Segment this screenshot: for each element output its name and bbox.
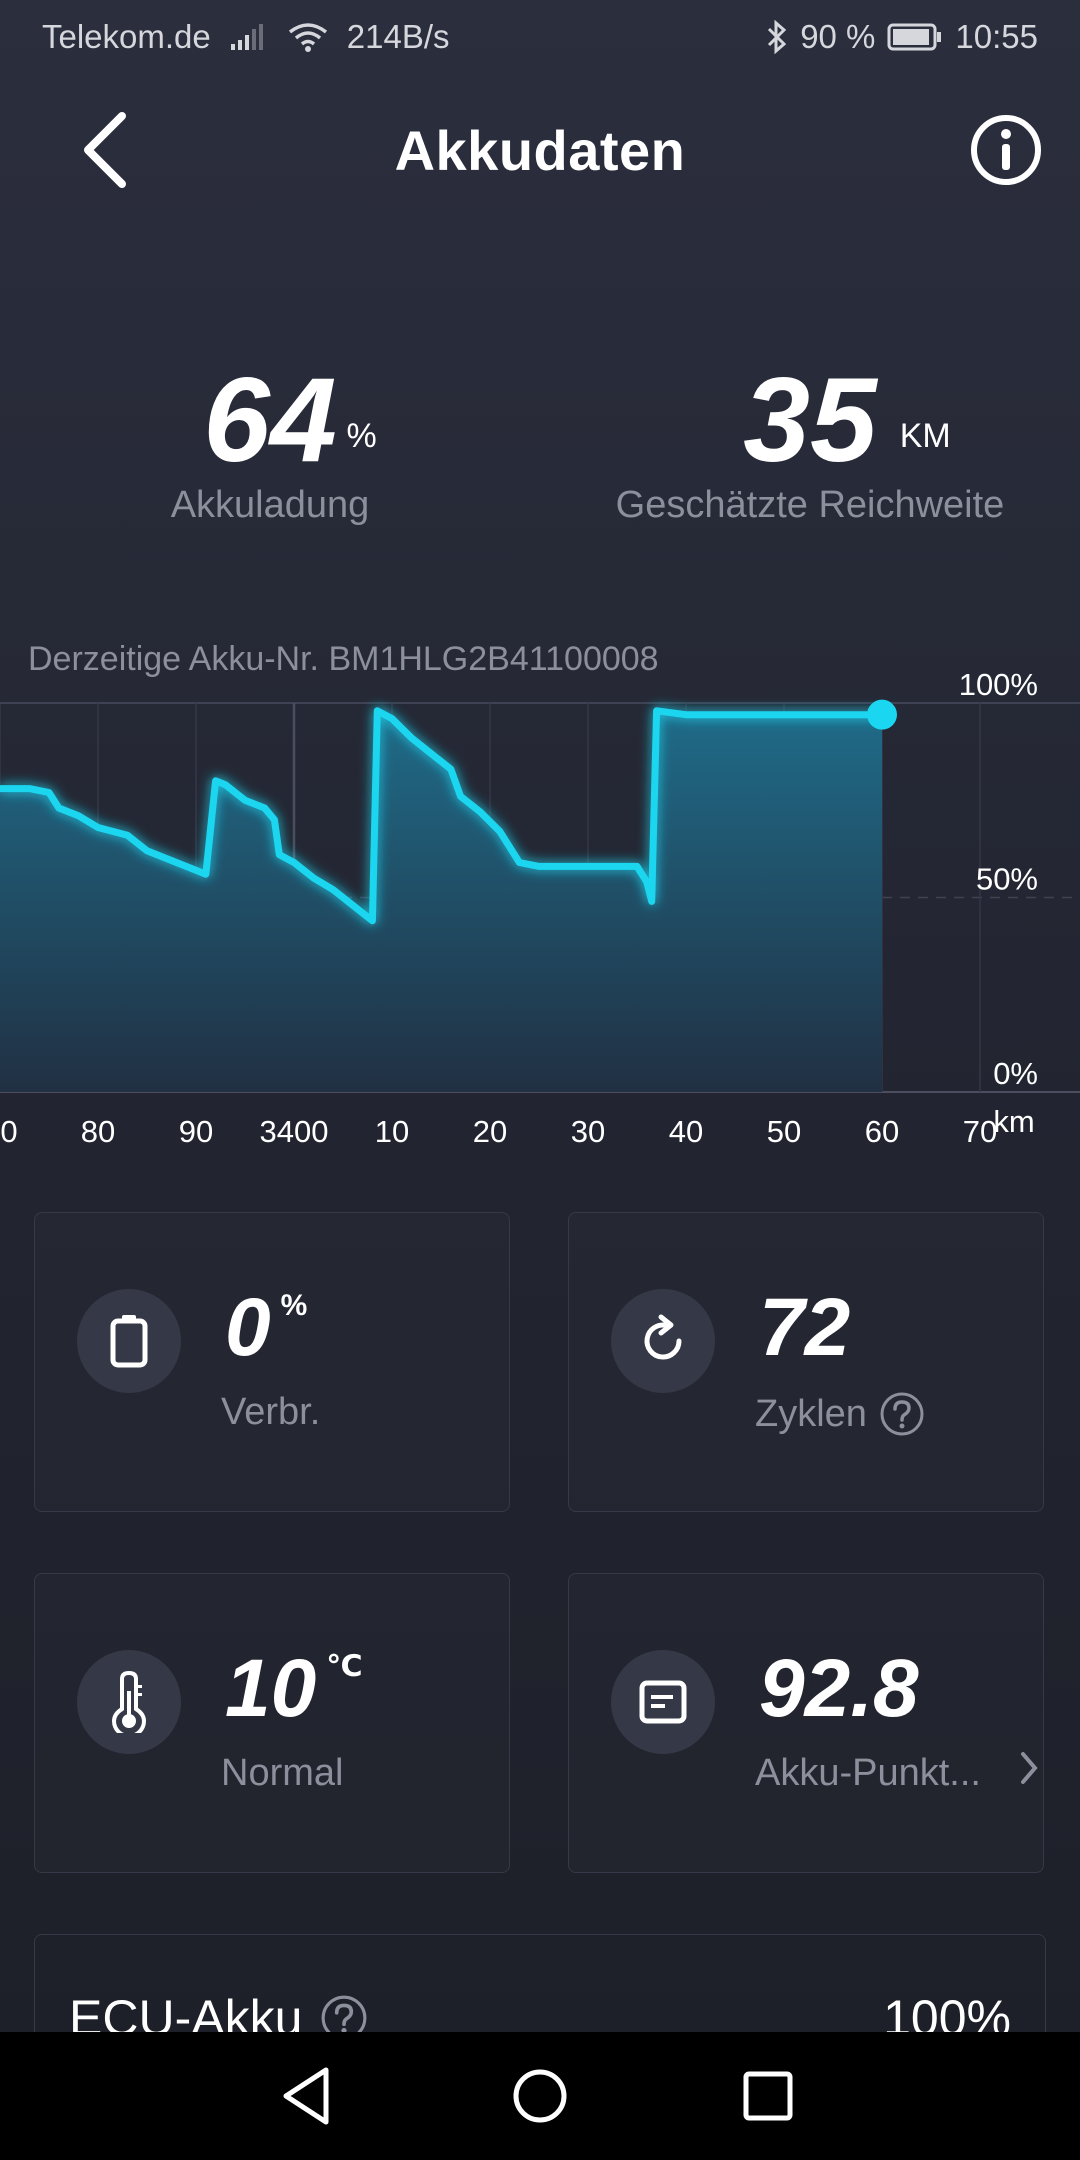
y-tick-label: 100% <box>959 667 1038 702</box>
consumption-label-text: Verbr. <box>221 1391 321 1433</box>
consumption-value: 0% <box>225 1283 307 1391</box>
document-icon <box>611 1650 715 1754</box>
chevron-right-icon <box>1021 1752 1038 1784</box>
cycles-label: Zyklen <box>755 1391 925 1437</box>
cycles-number: 72 <box>759 1282 851 1373</box>
chevron-left-icon <box>84 112 126 188</box>
score-value: 92.8 <box>759 1644 919 1734</box>
x-tick-label: 20 <box>473 1114 507 1149</box>
y-axis-labels: 100% 50% 0% <box>959 667 1038 1091</box>
battery-number: Derzeitige Akku-Nr. BM1HLG2B41100008 <box>28 640 659 678</box>
score-label: Akku-Punkt... <box>755 1752 981 1795</box>
range-label: Geschätzte Reichweite <box>615 484 1005 526</box>
x-tick-label: 70 <box>963 1114 997 1149</box>
x-tick-label: 40 <box>669 1114 703 1149</box>
info-icon <box>971 115 1041 185</box>
range-value-wrap: 35 KM <box>743 360 950 480</box>
range-value: 35 <box>743 353 877 487</box>
score-label-text: Akku-Punkt... <box>755 1752 981 1794</box>
battery-status-icon <box>887 23 943 51</box>
consumption-number: 0 <box>225 1282 271 1373</box>
question-circle-icon[interactable] <box>879 1391 925 1437</box>
battery-icon <box>77 1289 181 1393</box>
y-tick-label: 50% <box>976 862 1038 897</box>
back-button[interactable] <box>72 110 142 190</box>
y-tick-label: 0% <box>993 1056 1038 1091</box>
charge-label: Akkuladung <box>170 484 370 526</box>
status-right: 90 % 10:55 <box>766 18 1038 56</box>
refresh-icon <box>611 1289 715 1393</box>
nav-home-icon <box>513 2069 567 2123</box>
nav-recents-button[interactable] <box>730 2058 806 2134</box>
temperature-value: 10 ℃ <box>225 1644 363 1752</box>
charge-stat: 64 % Akkuladung <box>120 360 420 527</box>
temperature-number: 10 <box>225 1643 317 1734</box>
temperature-label: Normal <box>221 1752 343 1795</box>
nav-back-button[interactable] <box>270 2058 346 2134</box>
page-title: Akkudaten <box>394 119 686 182</box>
cycles-value: 72 <box>759 1283 850 1373</box>
nav-home-button[interactable] <box>502 2058 578 2134</box>
charge-value-wrap: 64 % <box>203 360 376 480</box>
x-tick-label: 50 <box>767 1114 801 1149</box>
temperature-card: 10 ℃ Normal <box>34 1573 510 1873</box>
range-stat: 35 KM Geschätzte Reichweite <box>590 360 1030 527</box>
signal-icon <box>229 22 269 52</box>
x-tick-label: 10 <box>375 1114 409 1149</box>
battery-score-card[interactable]: 92.8 Akku-Punkt... <box>568 1573 1044 1873</box>
consumption-card: 0% Verbr. <box>34 1212 510 1512</box>
x-tick-label: 0 <box>0 1114 17 1149</box>
thermometer-icon <box>77 1650 181 1754</box>
range-unit: KM <box>899 417 951 455</box>
temperature-unit: ℃ <box>326 1650 363 1683</box>
charge-value: 64 <box>203 353 337 487</box>
battery-percent: 90 % <box>800 18 876 55</box>
nav-recents-icon <box>743 2071 793 2121</box>
x-tick-label: 30 <box>571 1114 605 1149</box>
consumption-unit: % <box>280 1289 308 1322</box>
charge-area <box>0 710 882 1092</box>
network-speed: 214B/s <box>346 18 450 55</box>
x-tick-label: 60 <box>865 1114 899 1149</box>
x-tick-label: 3400 <box>260 1114 329 1149</box>
x-tick-label: 90 <box>179 1114 213 1149</box>
x-tick-label: 80 <box>81 1114 115 1149</box>
charge-unit: % <box>346 417 377 455</box>
status-bar: Telekom.de 214B/s 90 % <box>0 0 1080 72</box>
header: Akkudaten <box>0 100 1080 200</box>
charge-line <box>0 707 882 925</box>
wifi-icon <box>287 21 329 53</box>
cycles-card: 72 Zyklen <box>568 1212 1044 1512</box>
navigation-bar <box>0 2032 1080 2160</box>
x-axis-unit-label: km <box>993 1104 1034 1139</box>
carrier-name: Telekom.de <box>42 18 211 55</box>
status-left: Telekom.de 214B/s <box>42 18 450 56</box>
temperature-label-text: Normal <box>221 1752 344 1794</box>
nav-back-icon <box>283 2067 329 2125</box>
cycles-label-text: Zyklen <box>755 1392 867 1435</box>
clock: 10:55 <box>955 18 1038 55</box>
consumption-label: Verbr. <box>221 1391 320 1434</box>
bluetooth-icon <box>766 20 788 54</box>
current-point-marker <box>867 699 897 730</box>
score-number: 92.8 <box>759 1643 919 1734</box>
battery-summary: 64 % Akkuladung 35 KM Geschätzte Reichwe… <box>0 360 1080 540</box>
info-button[interactable] <box>968 112 1044 188</box>
